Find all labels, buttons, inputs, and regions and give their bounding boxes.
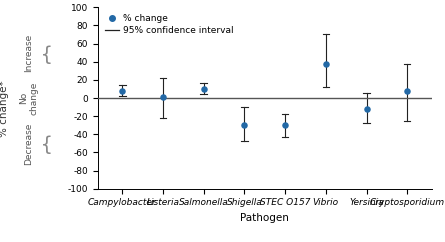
- Point: [322, 61, 329, 65]
- Text: No
change: No change: [19, 81, 39, 115]
- Text: }: }: [36, 134, 49, 153]
- Text: Increase: Increase: [24, 33, 33, 72]
- Point: [363, 107, 370, 111]
- Point: [119, 89, 126, 93]
- X-axis label: Pathogen: Pathogen: [240, 213, 289, 223]
- Text: }: }: [36, 43, 49, 62]
- Text: Decrease: Decrease: [24, 122, 33, 165]
- Legend: % change, 95% confidence interval: % change, 95% confidence interval: [102, 12, 236, 38]
- Point: [159, 95, 166, 99]
- Point: [282, 123, 289, 127]
- Point: [404, 89, 411, 93]
- Text: % change*: % change*: [0, 81, 9, 137]
- Point: [241, 123, 248, 127]
- Point: [200, 87, 207, 91]
